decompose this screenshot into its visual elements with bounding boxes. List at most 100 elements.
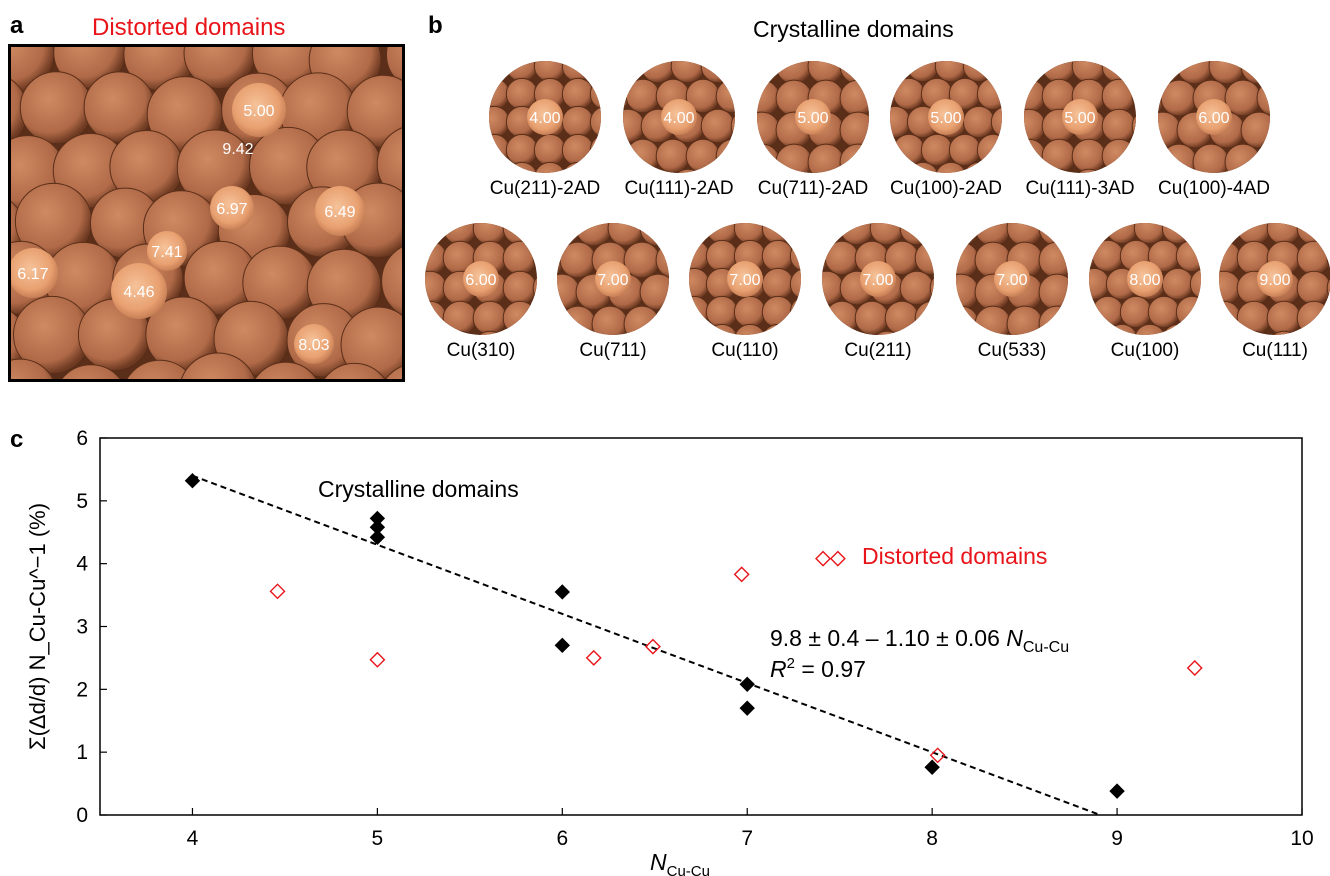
y-tick-label: 2 [76,678,88,701]
copper-atom [323,362,386,379]
y-tick-label: 1 [76,741,88,764]
central-atom [795,99,831,135]
x-tick-label: 5 [372,827,384,850]
domain-disc: 5.00 [757,61,869,173]
y-tick-label: 4 [76,553,88,576]
facet-label: Cu(111)-2AD [624,178,734,199]
central-atom [994,261,1030,297]
facet-label: Cu(211) [844,340,912,361]
crystalline-point [739,676,755,693]
copper-atom [19,71,93,145]
crystalline-domain: 9.00 Cu(111) [1200,222,1330,362]
fit-equation: 9.8 ± 0.4 – 1.10 ± 0.06 NCu-Cu [770,625,1069,656]
panel-c-label: c [10,426,24,453]
facet-label: Cu(100)-2AD [890,178,1002,199]
central-atom [1257,261,1293,297]
coordination-label: 7.41 [151,244,182,261]
distorted-atoms-rendering: 5.00 9.42 6.97 6.49 7.41 6.17 4.46 8.03 [11,47,402,379]
crystalline-domain: 7.00 Cu(533) [937,222,1087,362]
coordination-label: 4.46 [123,284,154,301]
x-tick-label: 10 [1290,827,1313,850]
copper-atom [385,365,402,379]
domain-disc: 7.00 [689,223,801,335]
crystalline-domain: 5.00 Cu(100)-2AD [871,60,1021,200]
coordination-value: 5.00 [930,110,961,127]
crystalline-series-label: Crystalline domains [318,476,519,502]
coordination-label: 8.03 [298,337,329,354]
x-tick-label: 4 [187,827,199,850]
x-tick-label: 7 [741,827,753,850]
crystalline-domain: 6.00 Cu(100)-4AD [1139,60,1289,200]
coordination-value: 4.00 [663,110,694,127]
highlighted-atom [147,231,187,271]
highlighted-atom [210,186,254,230]
coordination-value: 5.00 [797,110,828,127]
coordination-value: 6.00 [465,272,496,289]
distorted-point [369,651,386,668]
domain-disc: 9.00 [1219,223,1330,335]
distorted-point [929,747,946,764]
central-atom [595,261,631,297]
panel-b-label: b [428,12,443,39]
facet-label: Cu(100) [1110,340,1180,361]
x-tick-label: 9 [1111,827,1123,850]
facet-label: Cu(711)-2AD [757,178,869,199]
facet-label: Cu(310) [446,340,516,361]
coordination-label: 6.97 [216,201,247,218]
copper-atom [126,359,194,379]
domain-disc: 8.00 [1089,223,1201,335]
crystalline-domain: 6.00 Cu(310) [406,222,556,362]
crystalline-domain: 5.00 Cu(711)-2AD [738,60,888,200]
x-tick-label: 6 [556,827,568,850]
crystalline-domain: 7.00 Cu(211) [803,222,953,362]
crystalline-point [554,637,571,654]
domain-disc: 6.00 [1158,61,1270,173]
panel-a-title: Distorted domains [92,14,286,41]
distorted-legend-marker [829,550,846,567]
central-atom [928,99,964,135]
panel-a-label: a [10,12,24,39]
distorted-point [644,638,661,655]
highlighted-atom [11,248,58,298]
facet-label: Cu(211)-2AD [489,178,601,199]
central-atom [860,261,896,297]
copper-atom [340,306,402,379]
domain-disc: 4.00 [623,61,735,173]
domain-disc: 7.00 [956,223,1068,335]
crystalline-domain: 4.00 Cu(211)-2AD [470,60,620,200]
x-tick-label: 8 [926,827,938,850]
copper-atom [385,47,402,85]
highlighted-atom [111,263,167,319]
y-tick-label: 0 [76,804,88,827]
highlighted-atom [315,186,365,236]
central-atom [463,261,499,297]
crystalline-domain: 5.00 Cu(111)-3AD [1005,60,1155,200]
domain-disc: 6.00 [425,223,537,335]
coordination-value: 9.00 [1259,272,1290,289]
domain-disc: 5.00 [890,61,1002,173]
fit-r-squared: R2 = 0.97 [770,655,866,682]
coordination-value: 7.00 [729,272,760,289]
crystalline-point [554,584,571,600]
coordination-label: 6.49 [324,204,355,221]
facet-label: Cu(533) [977,340,1047,361]
coordination-value: 7.00 [862,272,893,289]
plot-frame [99,437,1303,816]
domain-disc: 4.00 [489,61,601,173]
x-axis-label: NCu-Cu [650,849,710,876]
domain-disc: 5.00 [1024,61,1136,173]
crystalline-domain: 7.00 Cu(711) [538,222,688,362]
crystalline-point [924,759,940,775]
highlighted-atom [232,83,286,137]
distorted-point [733,566,750,583]
facet-label: Cu(110) [711,340,779,361]
crystalline-domain: 8.00 Cu(100) [1070,222,1220,362]
highlighted-atom [294,324,334,364]
distorted-point [269,583,286,600]
panel-b-title: Crystalline domains [753,16,954,42]
coordination-label: 6.17 [17,266,48,283]
distorted-series-label: Distorted domains [862,543,1047,569]
coordination-value: 6.00 [1198,110,1229,127]
central-atom [1127,261,1163,297]
distorted-domain-image: 5.00 9.42 6.97 6.49 7.41 6.17 4.46 8.03 [8,44,405,382]
